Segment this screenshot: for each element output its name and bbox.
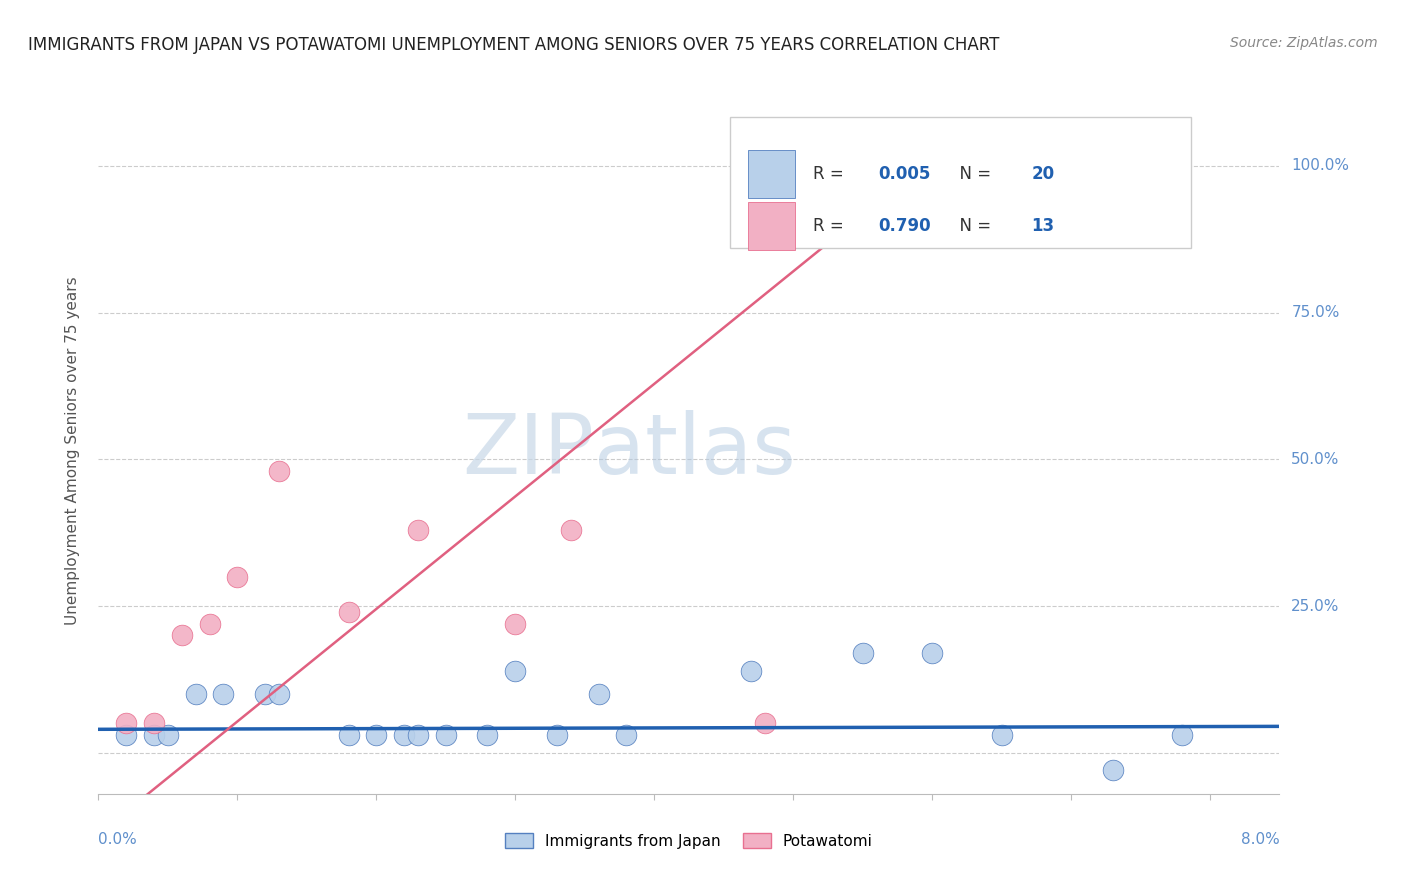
Text: Source: ZipAtlas.com: Source: ZipAtlas.com (1230, 36, 1378, 50)
FancyBboxPatch shape (730, 118, 1191, 248)
Bar (748, 150, 796, 198)
Point (949, 159, 972, 173)
Point (503, 664, 526, 678)
Point (267, 687, 290, 701)
Point (503, 616, 526, 631)
Text: IMMIGRANTS FROM JAPAN VS POTAWATOMI UNEMPLOYMENT AMONG SENIORS OVER 75 YEARS COR: IMMIGRANTS FROM JAPAN VS POTAWATOMI UNEM… (28, 36, 1000, 54)
Point (143, 728, 166, 742)
Point (406, 728, 429, 742)
Point (434, 728, 457, 742)
Point (406, 523, 429, 537)
Y-axis label: Unemployment Among Seniors over 75 years: Unemployment Among Seniors over 75 years (65, 277, 80, 624)
Text: 50.0%: 50.0% (1291, 451, 1340, 467)
Text: 13: 13 (1032, 217, 1054, 235)
Text: atlas: atlas (595, 410, 796, 491)
Point (588, 687, 610, 701)
Point (616, 728, 638, 742)
Point (560, 523, 582, 537)
Text: 0.005: 0.005 (877, 165, 931, 183)
Point (267, 464, 290, 478)
Text: 8.0%: 8.0% (1240, 831, 1279, 847)
Point (1101, 764, 1123, 778)
Point (170, 628, 193, 642)
Point (184, 687, 207, 701)
Point (893, 159, 915, 173)
Bar (748, 202, 796, 250)
Text: 75.0%: 75.0% (1291, 305, 1340, 320)
Point (156, 728, 179, 742)
Point (254, 687, 277, 701)
Point (115, 716, 138, 731)
Text: N =: N = (949, 217, 995, 235)
Text: 0.0%: 0.0% (98, 831, 138, 847)
Point (477, 728, 499, 742)
Point (990, 728, 1012, 742)
Legend: Immigrants from Japan, Potawatomi: Immigrants from Japan, Potawatomi (499, 827, 879, 855)
Text: R =: R = (813, 217, 849, 235)
Text: 25.0%: 25.0% (1291, 599, 1340, 614)
Text: ZIP: ZIP (463, 410, 595, 491)
Text: N =: N = (949, 165, 995, 183)
Point (546, 728, 568, 742)
Point (226, 569, 249, 583)
Point (143, 716, 166, 731)
Text: 20: 20 (1032, 165, 1054, 183)
Point (392, 728, 415, 742)
Point (212, 687, 235, 701)
Point (366, 728, 388, 742)
Point (754, 716, 776, 731)
Text: 100.0%: 100.0% (1291, 158, 1350, 173)
Point (1171, 728, 1194, 742)
Point (115, 728, 138, 742)
Text: 0.790: 0.790 (877, 217, 931, 235)
Point (337, 728, 360, 742)
Text: R =: R = (813, 165, 849, 183)
Point (921, 646, 943, 660)
Point (740, 664, 762, 678)
Point (852, 646, 875, 660)
Point (337, 605, 360, 619)
Point (198, 616, 221, 631)
